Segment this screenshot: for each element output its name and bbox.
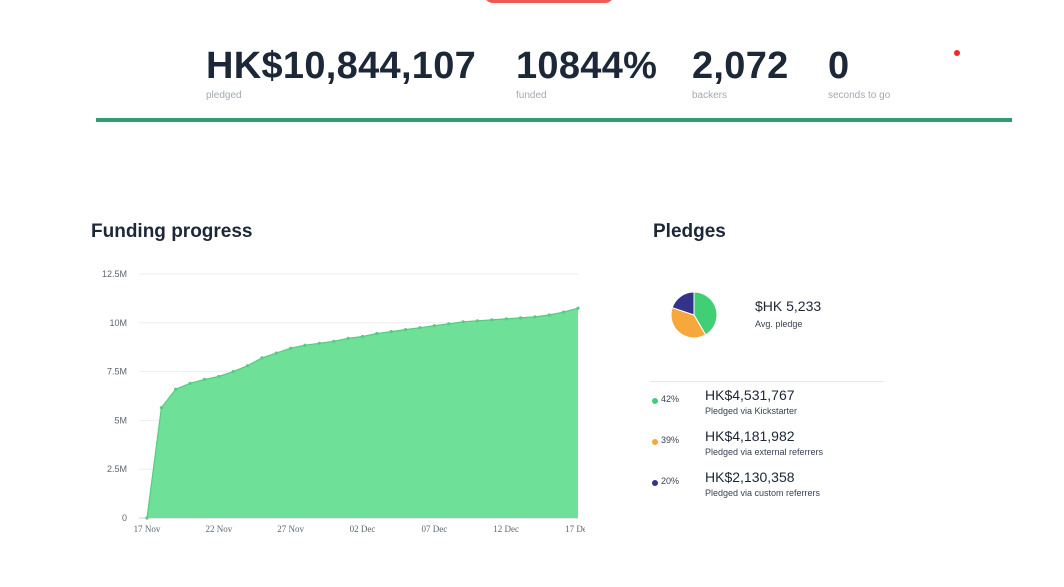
data-point <box>418 326 422 330</box>
kickstarter-desc: Pledged via Kickstarter <box>705 406 798 416</box>
x-tick-label: 17 Nov <box>134 524 161 534</box>
data-point <box>317 341 321 345</box>
avg-pledge-value: $HK 5,233 <box>755 298 822 314</box>
data-point <box>389 330 393 334</box>
custom-desc: Pledged via custom referrers <box>705 488 821 498</box>
data-point <box>533 315 537 319</box>
stat-time-left: 0 seconds to go <box>828 46 890 101</box>
legend-divider <box>650 381 884 382</box>
x-tick-label: 22 Nov <box>205 524 232 534</box>
y-tick-label: 12.5M <box>102 269 127 279</box>
data-point <box>461 320 465 324</box>
funding-progress-chart: 0 2.5M 5M 7.5M 10M 12.5M 17 Nov 22 Nov 27 Nov 02 … <box>102 269 585 534</box>
x-tick-label: 27 Nov <box>277 524 304 534</box>
data-point <box>562 310 566 314</box>
external-percent: 39% <box>661 435 680 445</box>
kickstarter-dot <box>652 398 658 404</box>
data-point <box>260 356 264 360</box>
pie-slice-external <box>670 306 707 339</box>
data-point <box>547 313 551 317</box>
pledged-amount: HK$10,844,107 <box>206 45 477 87</box>
time-left-value: 0 <box>828 45 850 87</box>
pie-slice-custom <box>671 291 695 316</box>
stat-pledged: HK$10,844,107 pledged <box>206 46 476 101</box>
data-point <box>217 374 221 379</box>
time-left-label: seconds to go <box>828 90 891 101</box>
data-point <box>518 316 523 320</box>
kickstarter-amount: HK$4,531,767 <box>705 387 795 403</box>
stat-backers: 2,072 backers <box>692 46 789 101</box>
pledges-pie-chart <box>670 291 718 339</box>
funding-area <box>147 308 578 518</box>
data-point <box>432 324 436 328</box>
y-tick-label: 5M <box>114 415 127 425</box>
custom-amount: HK$2,130,358 <box>705 469 795 485</box>
data-point <box>246 364 250 368</box>
data-point <box>145 516 149 520</box>
data-point <box>360 334 365 339</box>
funded-label: funded <box>516 90 547 101</box>
avg-pledge-label: Avg. pledge <box>755 319 803 329</box>
data-point <box>447 322 451 326</box>
data-point <box>475 319 479 323</box>
external-amount: HK$4,181,982 <box>705 428 795 444</box>
x-tick-label: 17 Dec <box>565 524 585 534</box>
y-tick-label: 0 <box>122 513 127 523</box>
data-point <box>274 351 278 355</box>
x-tick-label: 12 Dec <box>493 524 519 534</box>
data-point <box>332 339 336 343</box>
x-tick-label: 02 Dec <box>350 524 376 534</box>
logo-fragment <box>484 0 614 3</box>
live-indicator-dot <box>954 50 960 56</box>
data-point <box>174 387 178 391</box>
funding-progress-title: Funding progress <box>91 221 253 242</box>
y-tick-label: 2.5M <box>107 464 127 474</box>
external-desc: Pledged via external referrers <box>705 447 824 457</box>
data-point <box>576 306 580 310</box>
funded-percent: 10844% <box>516 45 658 87</box>
data-point <box>303 343 307 347</box>
data-point <box>188 381 192 385</box>
data-point <box>289 346 293 350</box>
data-point <box>375 331 379 336</box>
custom-percent: 20% <box>661 476 680 486</box>
x-tick-label: 07 Dec <box>421 524 447 534</box>
data-point <box>202 377 207 381</box>
pledges-title: Pledges <box>653 221 726 242</box>
data-point <box>346 336 350 340</box>
pledged-label: pledged <box>206 90 242 101</box>
progress-rule <box>96 118 1012 122</box>
stat-funded: 10844% funded <box>516 46 657 101</box>
data-point <box>231 370 235 374</box>
backers-count: 2,072 <box>692 45 789 87</box>
custom-dot <box>652 480 658 486</box>
data-point <box>159 406 163 410</box>
y-tick-label: 10M <box>109 318 127 328</box>
y-tick-label: 7.5M <box>107 367 127 377</box>
backers-label: backers <box>692 90 728 101</box>
data-point <box>490 318 494 322</box>
external-dot <box>652 439 658 445</box>
data-point <box>404 328 408 332</box>
data-point <box>504 317 508 321</box>
kickstarter-percent: 42% <box>661 394 680 404</box>
